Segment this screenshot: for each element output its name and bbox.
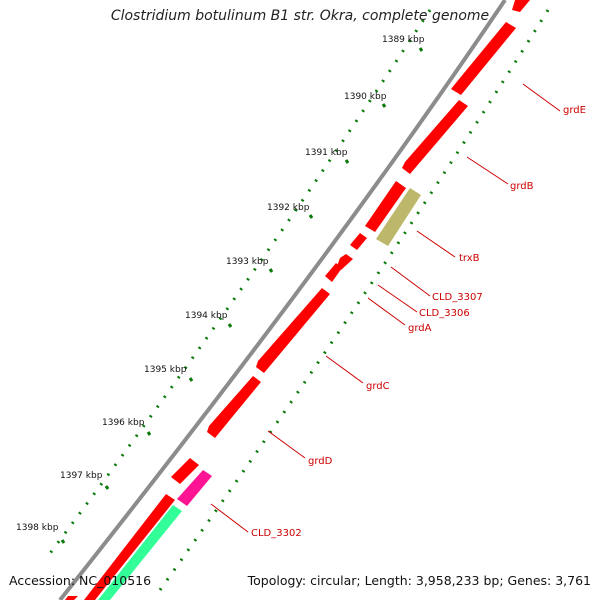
tick-label: 1397 kbp <box>60 471 103 481</box>
tick-mark <box>227 323 233 328</box>
tick-mark <box>418 47 424 52</box>
gene-label[interactable]: trxB <box>459 253 480 264</box>
gene-arrow-lower <box>84 494 175 600</box>
tick-mark <box>344 159 350 164</box>
gene-arrow-cld3307 <box>365 181 406 232</box>
gene-label[interactable]: grdA <box>408 323 432 334</box>
gene-label[interactable]: grdD <box>308 456 333 467</box>
gene-arrow-grdb <box>402 100 468 174</box>
tick-label: 1389 kbp <box>382 35 425 45</box>
gene-arrow-aux-edge <box>65 596 78 600</box>
gene-arrow-grdd <box>207 376 261 438</box>
tick-label: 1392 kbp <box>267 203 310 213</box>
gene-leader-line <box>367 297 406 326</box>
gene-leader-line <box>377 284 418 313</box>
topology-summary: Topology: circular; Length: 3,958,233 bp… <box>247 573 591 588</box>
gene-arrow-grde <box>512 0 530 12</box>
tick-label: 1394 kbp <box>185 311 228 321</box>
tick-label: 1391 kbp <box>305 148 348 158</box>
tick-mark <box>188 377 194 382</box>
genome-backbone <box>58 0 507 600</box>
gene-labels: grdE grdB trxB CLD_3307 CLD_3306 grdA grdC grdD… <box>210 83 586 539</box>
gene-arrow-grde-body <box>451 22 516 95</box>
gene-arrow-small <box>325 263 342 282</box>
gene-arrow-grdc <box>256 288 330 373</box>
gene-label[interactable]: grdB <box>510 181 534 192</box>
gene-arrow-trxb <box>376 188 421 246</box>
gene-leader-line <box>390 266 431 297</box>
tick-label: 1395 kbp <box>144 365 187 375</box>
gene-arrow-grda <box>337 254 353 270</box>
tick-mark <box>60 539 66 544</box>
gene-label[interactable]: CLD_3307 <box>432 292 483 303</box>
tick-label: 1390 kbp <box>344 92 387 102</box>
gene-label[interactable]: grdC <box>366 381 390 392</box>
tick-mark <box>146 431 152 436</box>
tick-labels: 1389 kbp 1390 kbp 1391 kbp 1392 kbp 1393 kbp… <box>16 35 425 544</box>
gene-label[interactable]: CLD_3302 <box>251 528 302 539</box>
gene-leader-line <box>267 430 306 459</box>
tick-mark <box>308 214 314 219</box>
tick-mark <box>104 485 110 490</box>
gene-leader-line <box>325 355 364 384</box>
gene-label[interactable]: CLD_3306 <box>419 308 470 319</box>
gene-arrows <box>65 0 530 600</box>
gene-arrow-cld3306 <box>350 233 367 250</box>
map-title: Clostridium botulinum B1 str. Okra, comp… <box>110 8 490 24</box>
gene-leader-line <box>416 230 456 258</box>
tick-mark <box>381 103 387 108</box>
gene-arrow-aux <box>98 505 182 600</box>
gene-arrow-cld3302 <box>177 470 212 506</box>
accession-text: Accession: NC_010516 <box>9 573 152 588</box>
gene-leader-line <box>466 156 509 185</box>
tick-label: 1393 kbp <box>226 257 269 267</box>
gene-leader-line <box>210 503 249 533</box>
gene-leader-line <box>522 83 561 112</box>
gene-label[interactable]: grdE <box>563 105 586 116</box>
tick-mark <box>268 268 274 273</box>
tick-label: 1398 kbp <box>16 523 59 533</box>
gene-arrow-prev <box>171 458 199 484</box>
outer-dot-track <box>43 9 432 561</box>
tick-label: 1396 kbp <box>102 418 145 428</box>
